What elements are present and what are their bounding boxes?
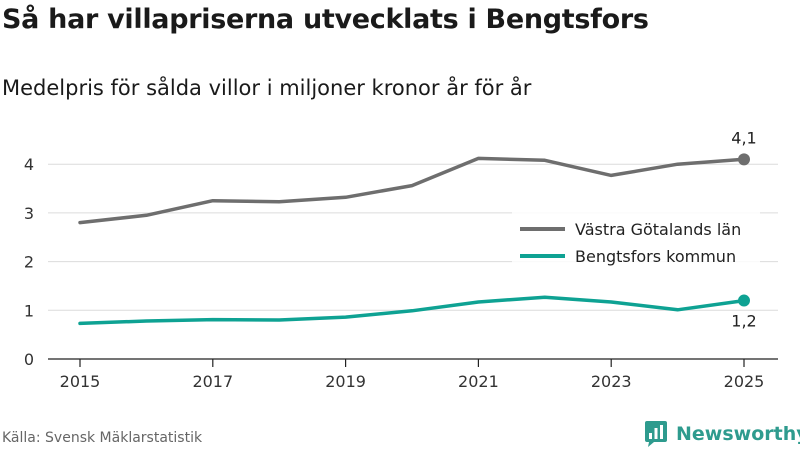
legend-label-2: Bengtsfors kommun — [575, 247, 736, 266]
legend-background — [512, 211, 760, 273]
series-end-label-2: 1,2 — [731, 312, 756, 331]
series-line-1 — [78, 156, 746, 225]
x-tick-label: 2023 — [591, 372, 632, 391]
newsworthy-logo-icon — [645, 421, 667, 447]
chart-subtitle: Medelpris för sålda villor i miljoner kr… — [2, 76, 532, 100]
brand-name: Newsworthy — [676, 423, 800, 445]
y-tick-label: 1 — [24, 301, 34, 320]
x-tick-label: 2021 — [458, 372, 499, 391]
series-end-point-1 — [738, 153, 750, 166]
series-lines: 4,1 1,2 — [78, 128, 757, 331]
x-tick-label: 2015 — [60, 372, 101, 391]
brand-logo: Newsworthy — [644, 420, 800, 448]
y-tick-label: 4 — [24, 155, 34, 174]
x-tick-label: 2025 — [724, 372, 765, 391]
x-tick-label: 2019 — [325, 372, 366, 391]
legend: Västra Götalands län Bengtsfors kommun — [512, 211, 760, 273]
y-tick-label: 0 — [24, 350, 34, 369]
y-tick-label: 3 — [24, 204, 34, 223]
x-axis-ticks: 2015 2017 2019 2021 2023 2025 — [60, 359, 765, 391]
y-tick-label: 2 — [24, 253, 34, 272]
series-end-point-2 — [738, 294, 750, 307]
chart-title: Så har villapriserna utvecklats i Bengts… — [2, 4, 649, 35]
source-note: Källa: Svensk Mäklarstatistik — [2, 430, 203, 446]
series-line-2 — [78, 295, 746, 326]
x-tick-label: 2017 — [192, 372, 233, 391]
series-end-label-1: 4,1 — [731, 128, 756, 147]
y-axis-labels: 0 1 2 3 4 — [24, 155, 34, 369]
legend-label-1: Västra Götalands län — [575, 220, 741, 239]
